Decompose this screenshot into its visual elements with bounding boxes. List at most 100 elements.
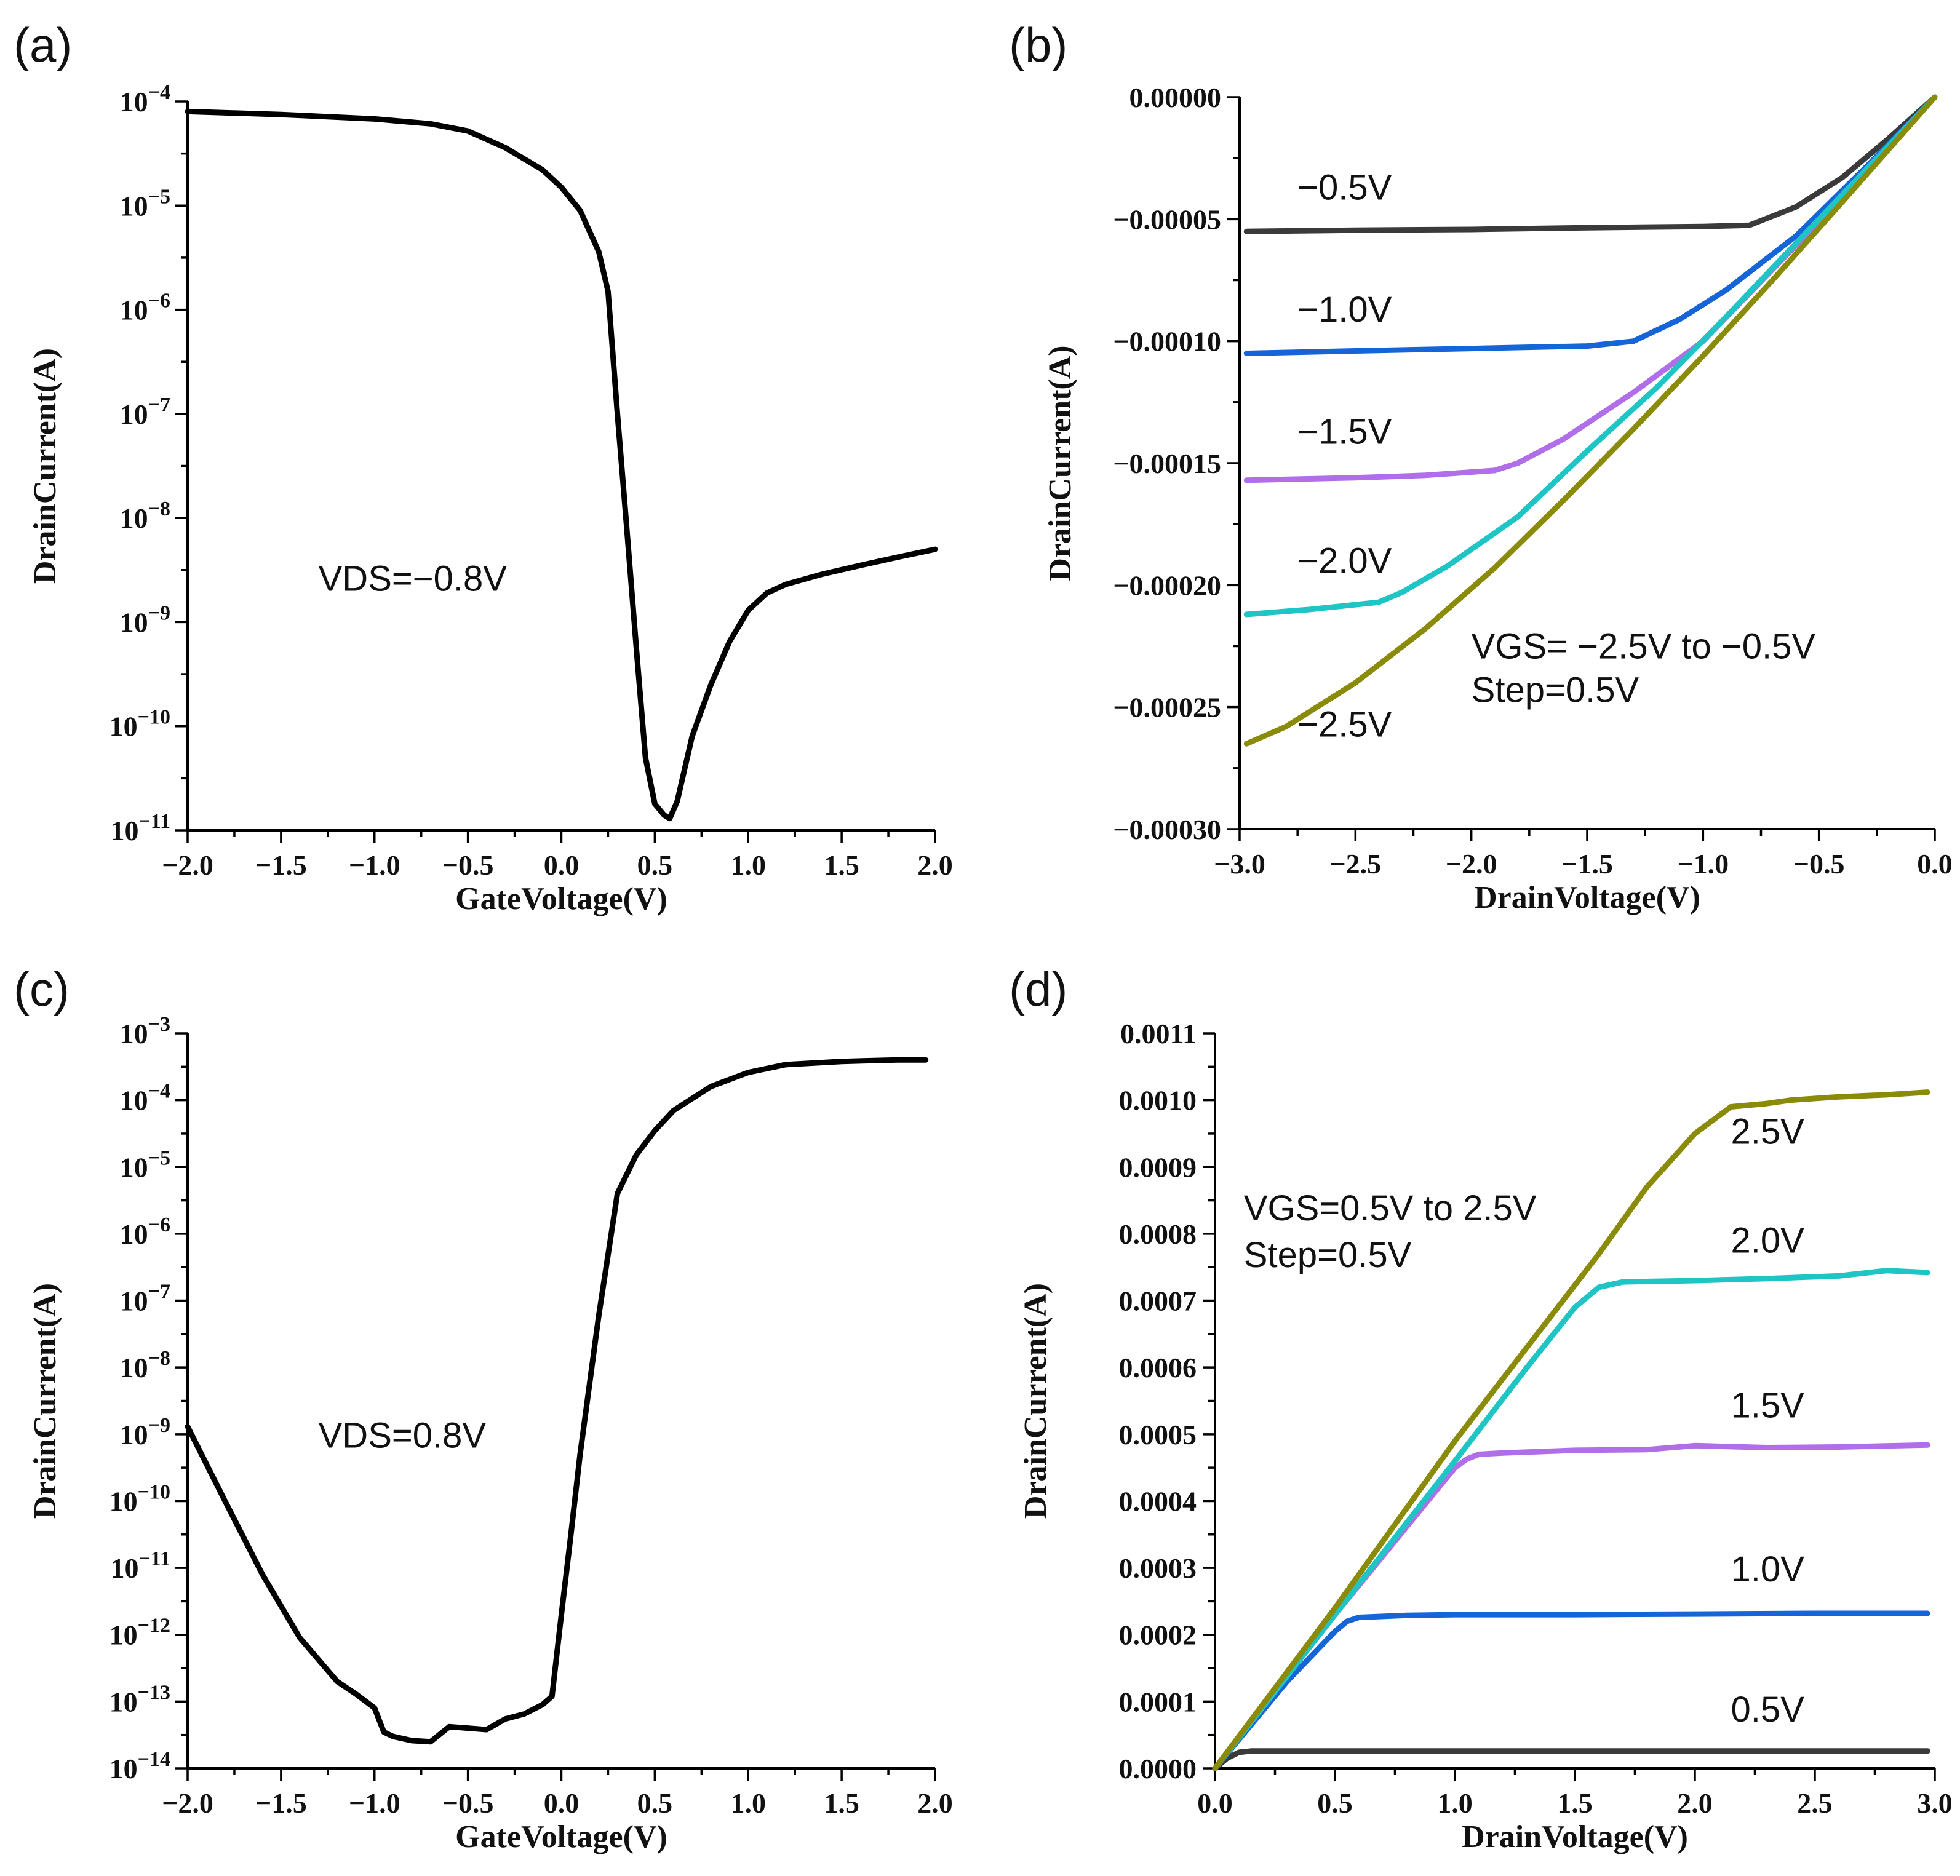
series-line--1.0V — [1243, 94, 1938, 356]
series-line--2.0V — [1243, 94, 1938, 618]
x-tick-label: 1.5 — [824, 1787, 859, 1819]
y-tick-label: 10−4 — [120, 1080, 170, 1116]
x-tick-label: 0.0 — [1917, 848, 1953, 880]
y-tick-label: 0.0011 — [1120, 1018, 1197, 1049]
y-tick-exponent: −5 — [148, 1147, 170, 1169]
x-tick-label: 0.0 — [544, 849, 580, 881]
x-tick-label: −1.0 — [1677, 848, 1729, 880]
x-tick-label: −2.0 — [162, 849, 213, 881]
annotation: VGS= −2.5V to −0.5V — [1472, 626, 1816, 666]
series-label: 0.5V — [1731, 1690, 1805, 1730]
y-tick-label: 10−5 — [120, 1147, 170, 1183]
annotation: Step=0.5V — [1244, 1235, 1412, 1275]
y-tick-exponent: −9 — [148, 602, 170, 624]
panel-label: (d) — [1009, 962, 1067, 1016]
y-tick-base: 10 — [111, 1552, 139, 1584]
y-tick-base: 10 — [120, 86, 148, 117]
y-tick-exponent: −11 — [139, 810, 171, 833]
series-label: 1.5V — [1731, 1386, 1805, 1426]
panel-label: (c) — [14, 962, 70, 1016]
series-label: −1.0V — [1297, 290, 1392, 330]
y-tick-label: 0.0006 — [1119, 1352, 1197, 1383]
x-tick-label: −1.0 — [349, 1787, 400, 1819]
x-tick-label: 2.5 — [1797, 1787, 1833, 1819]
series-line-VDS=0.8V — [185, 1057, 929, 1745]
y-tick-label: 10−14 — [110, 1748, 170, 1784]
chart-a: (a)−2.0 −1.5 −1.0 −0.5 0.0 0.5 1.0 1.5 2.010−410… — [14, 18, 953, 916]
y-tick-label: −0.00020 — [1113, 570, 1221, 601]
series-label: −1.5V — [1297, 411, 1392, 451]
y-tick-base: 10 — [120, 1151, 148, 1183]
y-tick-exponent: −8 — [148, 1347, 170, 1370]
x-tick-label: 3.0 — [1917, 1787, 1953, 1819]
y-tick-base: 10 — [120, 1352, 148, 1383]
x-tick-label: −0.5 — [442, 1787, 494, 1819]
series-line-0.5V — [1212, 1748, 1930, 1771]
y-tick-label: 10−11 — [111, 1548, 171, 1584]
x-tick-label: 1.0 — [731, 849, 767, 881]
x-tick-label: −3.0 — [1214, 848, 1265, 880]
x-tick-label: −0.5 — [442, 849, 494, 881]
y-tick-exponent: −4 — [148, 81, 170, 104]
panel-label: (b) — [1009, 18, 1067, 72]
x-tick-label: 1.5 — [824, 849, 859, 881]
y-tick-label: 10−13 — [110, 1681, 170, 1717]
y-tick-base: 10 — [110, 1686, 138, 1717]
y-tick-label: 10−7 — [120, 1281, 170, 1317]
y-tick-label: 10−9 — [120, 602, 170, 638]
x-axis-title: DrainVoltage(V) — [1474, 880, 1700, 915]
series-label: 2.5V — [1731, 1111, 1805, 1151]
x-tick-label: 1.5 — [1557, 1787, 1593, 1819]
y-tick-label: 10−3 — [120, 1013, 170, 1049]
series-label: −0.5V — [1297, 168, 1392, 208]
y-tick-label: 0.0008 — [1119, 1218, 1197, 1250]
panel-label: (a) — [14, 18, 72, 72]
y-tick-base: 10 — [120, 1286, 148, 1317]
y-tick-label: 10−11 — [111, 810, 171, 846]
y-tick-label: 0.0000 — [1119, 1753, 1197, 1784]
y-tick-exponent: −13 — [138, 1681, 170, 1704]
y-tick-exponent: −6 — [148, 290, 170, 312]
y-tick-label: −0.00015 — [1113, 448, 1221, 479]
series-label: 2.0V — [1731, 1220, 1805, 1260]
series-line-VDS=-0.8V — [185, 108, 938, 822]
y-tick-label: 10−7 — [120, 394, 170, 430]
x-axis-title: DrainVoltage(V) — [1462, 1819, 1688, 1854]
y-tick-exponent: −11 — [139, 1548, 171, 1570]
x-axis-title: GateVoltage(V) — [455, 1819, 667, 1854]
y-axis-title: DrainCurrent(A) — [1018, 1283, 1053, 1519]
y-tick-label: 0.0007 — [1119, 1286, 1197, 1317]
y-tick-label: 0.0010 — [1119, 1085, 1197, 1116]
y-tick-label: 0.0002 — [1119, 1620, 1197, 1651]
annotation: Step=0.5V — [1472, 670, 1639, 710]
x-tick-label: 0.5 — [637, 1787, 673, 1819]
y-tick-base: 10 — [120, 190, 148, 221]
y-tick-label: −0.00025 — [1113, 692, 1221, 723]
y-tick-exponent: −8 — [148, 498, 170, 520]
y-tick-exponent: −5 — [148, 185, 170, 208]
x-tick-label: −2.5 — [1329, 848, 1381, 880]
y-tick-label: 10−9 — [120, 1414, 170, 1450]
y-tick-label: 0.00000 — [1129, 82, 1222, 113]
y-tick-base: 10 — [120, 1218, 148, 1250]
series-line-2.0V — [1212, 1268, 1930, 1771]
y-tick-label: 10−10 — [110, 1481, 170, 1517]
y-tick-label: 10−4 — [120, 81, 170, 117]
x-tick-label: −0.5 — [1793, 848, 1845, 880]
y-tick-base: 10 — [120, 606, 148, 638]
x-tick-label: 2.0 — [917, 849, 953, 881]
y-tick-label: 10−6 — [120, 1214, 170, 1250]
y-axis-title: DrainCurrent(A) — [28, 1283, 63, 1519]
series-line--2.5V — [1243, 94, 1938, 747]
chart-d: (d) 0.0 0.5 1.0 1.5 2.0 2.5 3.0 0.0000 0.0001 0.00… — [1009, 962, 1953, 1854]
y-tick-label: −0.00010 — [1113, 326, 1221, 357]
x-tick-label: 2.0 — [1677, 1787, 1713, 1819]
x-tick-label: −1.5 — [255, 1787, 307, 1819]
series-line-2.5V — [1212, 1089, 1930, 1771]
y-tick-exponent: −4 — [148, 1080, 170, 1103]
y-tick-label: 10−10 — [110, 706, 170, 742]
y-tick-label: −0.00005 — [1113, 204, 1221, 235]
series-line-1.5V — [1212, 1442, 1930, 1771]
y-tick-label: 0.0009 — [1119, 1151, 1197, 1183]
